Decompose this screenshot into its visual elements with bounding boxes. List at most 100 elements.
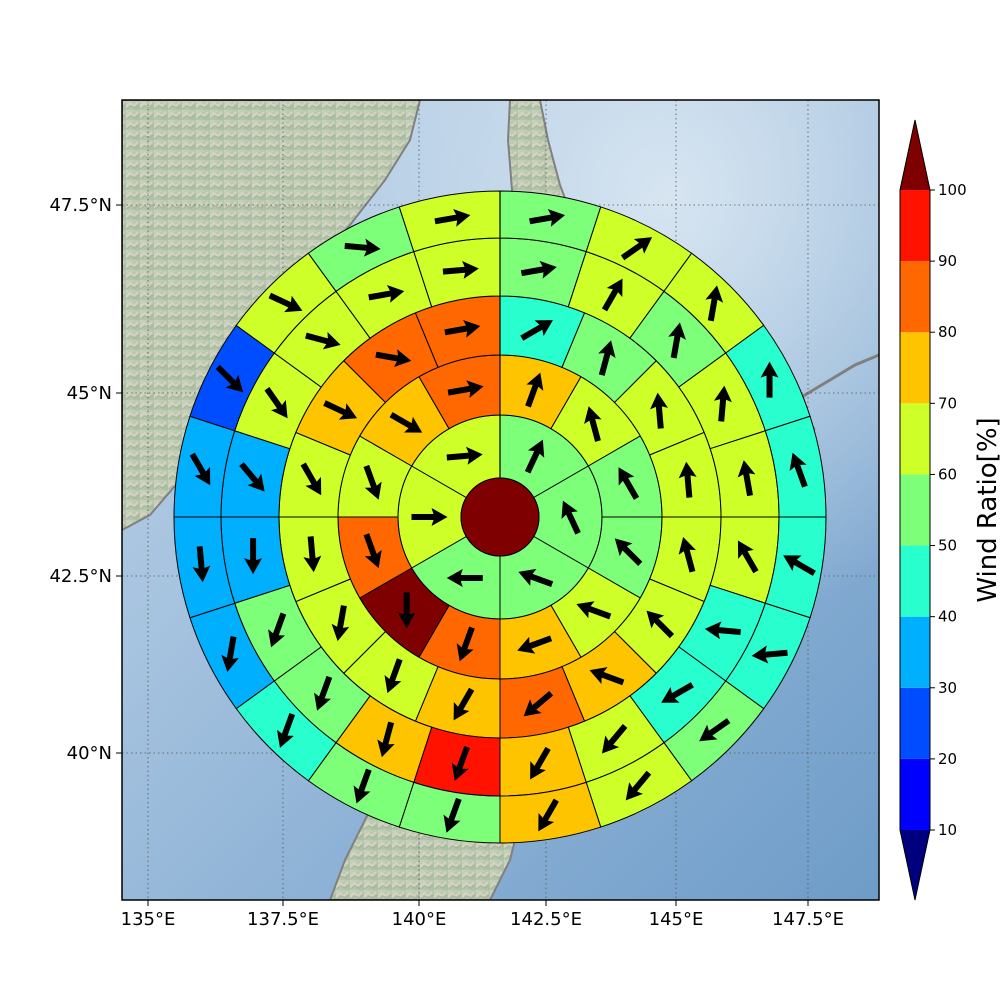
wind-arrow-shape — [0, 0, 9, 18]
wind-arrow-shape — [314, 675, 333, 711]
colorbar-extend-max — [900, 120, 930, 190]
wind-arrow — [300, 462, 322, 496]
wind-arrow — [268, 292, 303, 313]
wind-arrow — [0, 0, 9, 18]
colorbar-segments — [899, 119, 931, 901]
colorbar-bin — [900, 687, 930, 759]
wind-arrow-shape — [0, 0, 9, 18]
wind-arrow — [760, 361, 779, 398]
wind-arrow-shape — [443, 797, 462, 833]
colorbar-tick-label: 80 — [938, 323, 957, 341]
wind-arrow — [363, 464, 382, 500]
wind-arrow-shape — [451, 745, 470, 781]
wind-arrow — [353, 768, 372, 804]
wind-arrow-shape — [529, 209, 566, 227]
wind-arrow — [0, 0, 9, 18]
wind-arrow-shape — [678, 461, 697, 498]
wind-arrow — [192, 546, 211, 583]
wind-arrow — [584, 406, 602, 442]
wind-arrow-shape — [598, 340, 616, 376]
wind-arrow — [0, 0, 9, 18]
wind-arrow-shape — [0, 0, 9, 18]
colorbar-tick-label: 40 — [938, 608, 957, 626]
wind-arrow — [453, 687, 475, 721]
wind-arrow-shape — [751, 645, 788, 664]
lon-tick-label: 140°E — [392, 909, 447, 930]
wind-arrow — [646, 610, 675, 639]
wind-arrow-shape — [705, 285, 724, 322]
wind-arrow-shape — [0, 0, 9, 18]
wind-arrow-shape — [0, 0, 9, 18]
wind-arrow — [411, 508, 448, 526]
wind-arrow — [751, 645, 788, 664]
lat-tick-label: 47.5°N — [49, 195, 112, 216]
wind-arrow — [215, 364, 244, 393]
wind-arrow — [446, 446, 483, 465]
colorbar-tick-label: 30 — [938, 679, 957, 697]
wind-arrow-shape — [0, 0, 9, 18]
wind-arrow-shape — [0, 0, 9, 18]
wind-arrow — [244, 538, 263, 575]
colorbar-tick-label: 90 — [938, 252, 957, 270]
wind-arrow — [0, 0, 9, 18]
map-panel — [0, 0, 880, 901]
wind-arrow-shape — [384, 658, 403, 694]
colorbar-bin — [900, 758, 930, 830]
wind-arrow — [0, 0, 9, 18]
wind-arrow-shape — [331, 605, 350, 642]
wind-arrow-shape — [375, 349, 412, 367]
wind-arrow — [447, 380, 484, 399]
wind-arrow — [331, 605, 350, 642]
lat-tick-label: 42.5°N — [49, 566, 112, 587]
wind-arrow — [598, 340, 616, 376]
wind-arrow — [530, 746, 551, 780]
wind-arrow — [0, 0, 9, 18]
wind-arrow — [589, 667, 625, 686]
wind-arrow-shape — [0, 0, 9, 18]
wind-field — [0, 0, 827, 844]
center-disc — [460, 477, 540, 557]
wind-arrow — [221, 636, 239, 673]
wind-arrow-shape — [344, 238, 381, 257]
lat-tick-label: 40°N — [67, 743, 112, 764]
lon-tick-label: 145°E — [649, 909, 704, 930]
wind-arrow-shape — [300, 462, 322, 496]
lon-tick-label: 135°E — [121, 909, 176, 930]
wind-arrow — [614, 538, 643, 567]
wind-arrow — [314, 675, 333, 711]
wind-arrow-shape — [0, 0, 9, 18]
latitude-axis: 47.5°N 45°N 42.5°N 40°N — [49, 195, 122, 764]
colorbar-tick-label: 20 — [938, 750, 957, 768]
wind-arrow-shape — [411, 508, 448, 526]
wind-arrow-shape — [737, 540, 759, 574]
wind-arrow — [620, 237, 653, 261]
wind-arrow — [705, 285, 724, 322]
wind-arrow-shape — [760, 361, 779, 398]
colorbar-bin — [900, 261, 930, 333]
wind-arrow — [0, 0, 9, 18]
wind-arrow-shape — [524, 439, 545, 474]
wind-arrow — [713, 385, 732, 422]
wind-arrow-shape — [668, 322, 686, 359]
wind-arrow-shape — [0, 0, 9, 18]
wind-arrow — [0, 0, 9, 18]
wind-arrow-shape — [397, 592, 416, 629]
wind-arrow — [434, 209, 471, 227]
colorbar-tick-label: 70 — [938, 394, 957, 412]
wind-arrow — [0, 0, 9, 18]
wind-arrow — [0, 0, 9, 18]
wind-arrow-shape — [576, 601, 612, 620]
wind-arrow-shape — [584, 406, 602, 442]
colorbar-tick-label: 100 — [938, 181, 967, 199]
wind-arrow-shape — [368, 285, 405, 303]
wind-arrow-shape — [0, 0, 9, 18]
wind-arrow-shape — [303, 536, 322, 573]
wind-arrow — [523, 690, 554, 717]
colorbar-bin — [900, 190, 930, 262]
wind-arrow — [678, 461, 697, 498]
wind-arrow — [239, 462, 265, 492]
wind-arrow — [303, 536, 322, 573]
wind-arrow — [377, 721, 395, 758]
map-frame — [121, 99, 880, 901]
